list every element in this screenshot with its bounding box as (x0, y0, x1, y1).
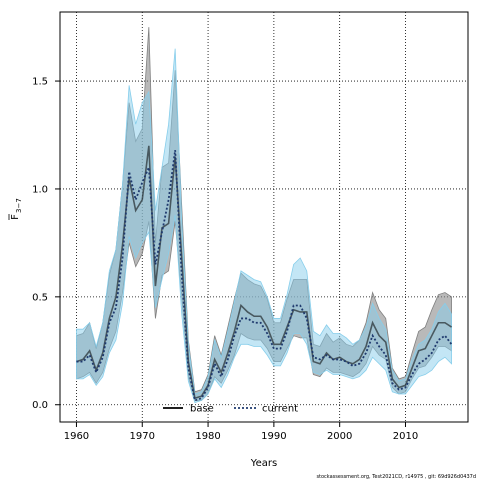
band-current (76, 48, 452, 404)
y-axis-ticks: 0.0 0.5 1.0 1.5 (32, 77, 60, 411)
x-axis-ticks: 1960 1970 1980 1990 2000 2010 (64, 422, 418, 442)
y-axis-label-subscript: 3−7 (15, 198, 23, 213)
line-base (76, 145, 452, 400)
x-tick-label-1980: 1980 (195, 431, 220, 442)
y-tick-label-0.5: 0.5 (32, 292, 48, 303)
line-current (76, 149, 453, 402)
y-axis-label-main: F (10, 214, 21, 220)
y-tick-label-1.5: 1.5 (32, 77, 48, 88)
footer-text: stockassessment.org, Test2021CD, r14975 … (316, 474, 476, 480)
x-axis-label: Years (250, 458, 277, 469)
plot-frame (59, 11, 469, 423)
series-lines (76, 145, 453, 402)
y-axis-label: F 3−7 (8, 198, 23, 220)
legend: base current (163, 403, 298, 414)
y-tick-label-1.0: 1.0 (32, 184, 48, 195)
x-tick-label-1990: 1990 (261, 431, 286, 442)
y-tick-label-0.0: 0.0 (32, 400, 48, 411)
x-tick-label-1970: 1970 (130, 431, 155, 442)
x-tick-label-2000: 2000 (327, 431, 352, 442)
legend-label-base: base (190, 403, 214, 414)
x-tick-label-1960: 1960 (64, 431, 89, 442)
legend-label-current: current (262, 403, 298, 414)
x-tick-label-2010: 2010 (393, 431, 418, 442)
